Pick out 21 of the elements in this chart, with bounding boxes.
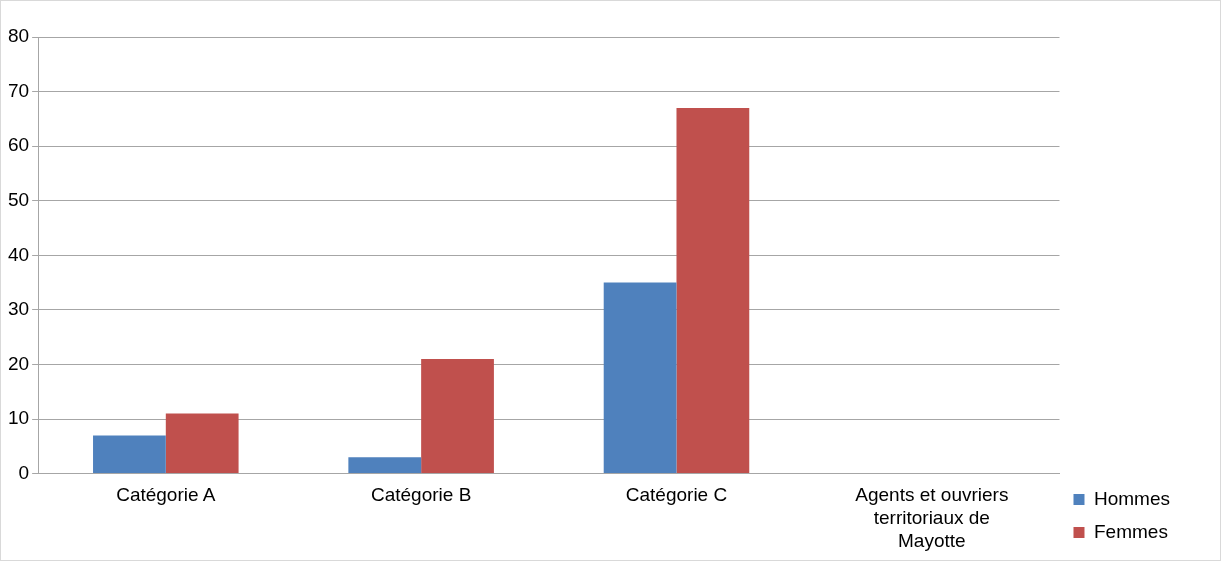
y-tick-label: 20 [7, 352, 30, 374]
y-tick-label: 60 [7, 134, 30, 156]
bar [348, 457, 422, 474]
legend-label: Hommes [1093, 487, 1171, 509]
y-tick-label: 40 [7, 243, 30, 265]
y-tick-label: 80 [7, 25, 30, 47]
legend-label: Femmes [1093, 520, 1168, 542]
y-tick-label: 10 [7, 407, 30, 429]
bar [93, 435, 166, 474]
bar [676, 107, 750, 474]
bar [165, 413, 239, 474]
x-tick-label: Catégorie A [116, 484, 216, 506]
y-tick-label: 0 [18, 461, 30, 483]
y-tick-label: 30 [7, 298, 30, 320]
x-tick-label: Agents et ouvriers territoriaux de Mayotte [855, 484, 1009, 551]
x-tick-label: Catégorie B [370, 484, 472, 506]
y-tick-label: 70 [7, 79, 30, 101]
y-tick-label: 50 [7, 188, 30, 210]
bar [603, 282, 677, 474]
bar [421, 358, 494, 474]
x-tick-label: Catégorie C [625, 484, 728, 506]
